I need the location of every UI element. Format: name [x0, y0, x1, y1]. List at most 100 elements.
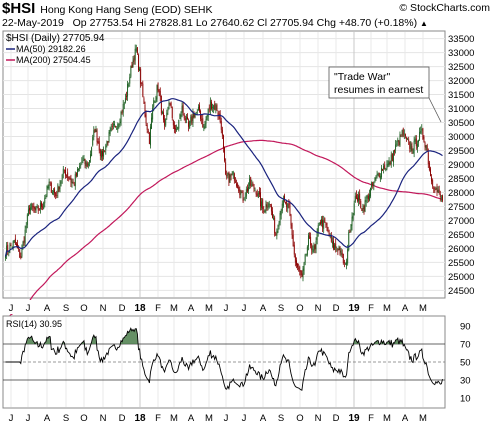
- candle-body: [274, 217, 276, 234]
- candle-body: [440, 196, 442, 198]
- candle-body: [232, 171, 234, 175]
- candle-body: [44, 197, 46, 204]
- candle-body: [331, 241, 333, 244]
- candle-body: [355, 194, 357, 199]
- candle-body: [203, 126, 205, 129]
- candle-body: [8, 251, 10, 253]
- candle-body: [183, 114, 185, 119]
- candle-body: [424, 142, 426, 148]
- date-axis: J J A S O N D 18 F M A M J J A S O N D 19 F M A M: [9, 303, 427, 314]
- candle-body: [205, 119, 207, 125]
- candle-body: [305, 253, 307, 255]
- candle-body: [319, 222, 321, 225]
- quote-line: 22-May-2019 Op 27753.54 Hi 27828.81 Lo 2…: [2, 17, 428, 29]
- candle-body: [287, 204, 289, 209]
- rsi-title: RSI(14) 30.95: [6, 319, 62, 329]
- date-tick-label: F: [368, 303, 374, 314]
- candle-body: [292, 234, 294, 247]
- date-tick-label: M: [419, 303, 427, 314]
- candle-body: [25, 225, 27, 229]
- candle-body: [312, 249, 314, 252]
- candle-body: [116, 128, 118, 130]
- candle-body: [263, 210, 265, 212]
- candle-body: [304, 254, 306, 263]
- candle-body: [147, 130, 149, 133]
- candle-body: [246, 188, 248, 192]
- candle-body: [127, 83, 129, 97]
- price-tick-label: 28000: [448, 188, 474, 199]
- candle-body: [236, 183, 237, 186]
- candle-body: [309, 236, 310, 238]
- candle-body: [316, 231, 318, 241]
- date-tick-label: A: [260, 303, 267, 314]
- candle-body: [66, 174, 68, 176]
- candle-body: [38, 209, 40, 211]
- candle-body: [100, 150, 102, 158]
- candle-body: [396, 143, 398, 145]
- candle-body: [71, 181, 73, 184]
- candle-body: [170, 103, 172, 108]
- candle-body: [421, 128, 423, 131]
- candle-body: [169, 102, 171, 104]
- candle-body: [427, 152, 429, 165]
- legend-ma200-label: MA(200) 27504.45: [16, 55, 91, 65]
- candle-body: [104, 150, 106, 152]
- price-tick-label: 30000: [448, 132, 474, 143]
- rsi-tick-label: 30: [460, 376, 471, 387]
- candle-body: [10, 245, 12, 246]
- candle-body: [135, 48, 137, 51]
- candle-body: [413, 140, 415, 154]
- candle-body: [291, 224, 293, 236]
- candle-body: [278, 222, 280, 227]
- candle-body: [395, 144, 397, 150]
- date-tick-label: J: [9, 413, 14, 424]
- candle-body: [313, 245, 315, 251]
- candle-body: [279, 212, 281, 223]
- candle-body: [7, 244, 9, 252]
- candle-body: [181, 106, 183, 113]
- candle-body: [148, 132, 150, 145]
- candle-body: [86, 162, 88, 167]
- candle-body: [115, 126, 117, 128]
- candle-body: [384, 164, 386, 170]
- candle-body: [432, 180, 434, 187]
- date-tick-label: A: [402, 413, 409, 424]
- candle-body: [117, 124, 119, 130]
- candle-body: [167, 108, 169, 112]
- price-tick-label: 26500: [448, 230, 474, 241]
- candle-body: [29, 207, 30, 211]
- candle-body: [257, 192, 259, 198]
- candle-body: [82, 160, 84, 161]
- candle-body: [371, 182, 373, 187]
- ma50-path: [4, 98, 443, 257]
- candle-body: [63, 169, 65, 171]
- brand-label: © StockCharts.com: [399, 2, 490, 14]
- candle-body: [348, 232, 350, 250]
- date-axis-bottom: J J A S O N D 18 F M A M J J A S O N D 19 F M A M: [9, 413, 427, 424]
- candle-body: [251, 184, 253, 187]
- date-tick-label: A: [44, 303, 51, 314]
- rsi-tick-label: 10: [460, 394, 471, 405]
- candle-body: [17, 243, 18, 249]
- candle-body: [286, 201, 288, 208]
- candle-body: [46, 185, 48, 197]
- candle-body: [41, 202, 42, 207]
- date-tick-label: A: [188, 413, 195, 424]
- candle-body: [249, 178, 251, 186]
- price-tick-label: 27000: [448, 216, 474, 227]
- date-tick-label: 18: [134, 413, 146, 424]
- candle-body: [65, 169, 66, 176]
- candle-body: [184, 118, 186, 121]
- date-tick-label: N: [100, 303, 107, 314]
- candle-body: [231, 174, 233, 176]
- candle-body: [168, 102, 170, 110]
- date-axis-band: [3, 300, 445, 314]
- candle-body: [379, 175, 381, 180]
- candle-body: [306, 246, 308, 255]
- candle-body: [301, 273, 303, 277]
- candle-body: [92, 137, 94, 146]
- candle-body: [228, 171, 230, 183]
- candle-body: [220, 121, 222, 130]
- candle-body: [426, 145, 428, 152]
